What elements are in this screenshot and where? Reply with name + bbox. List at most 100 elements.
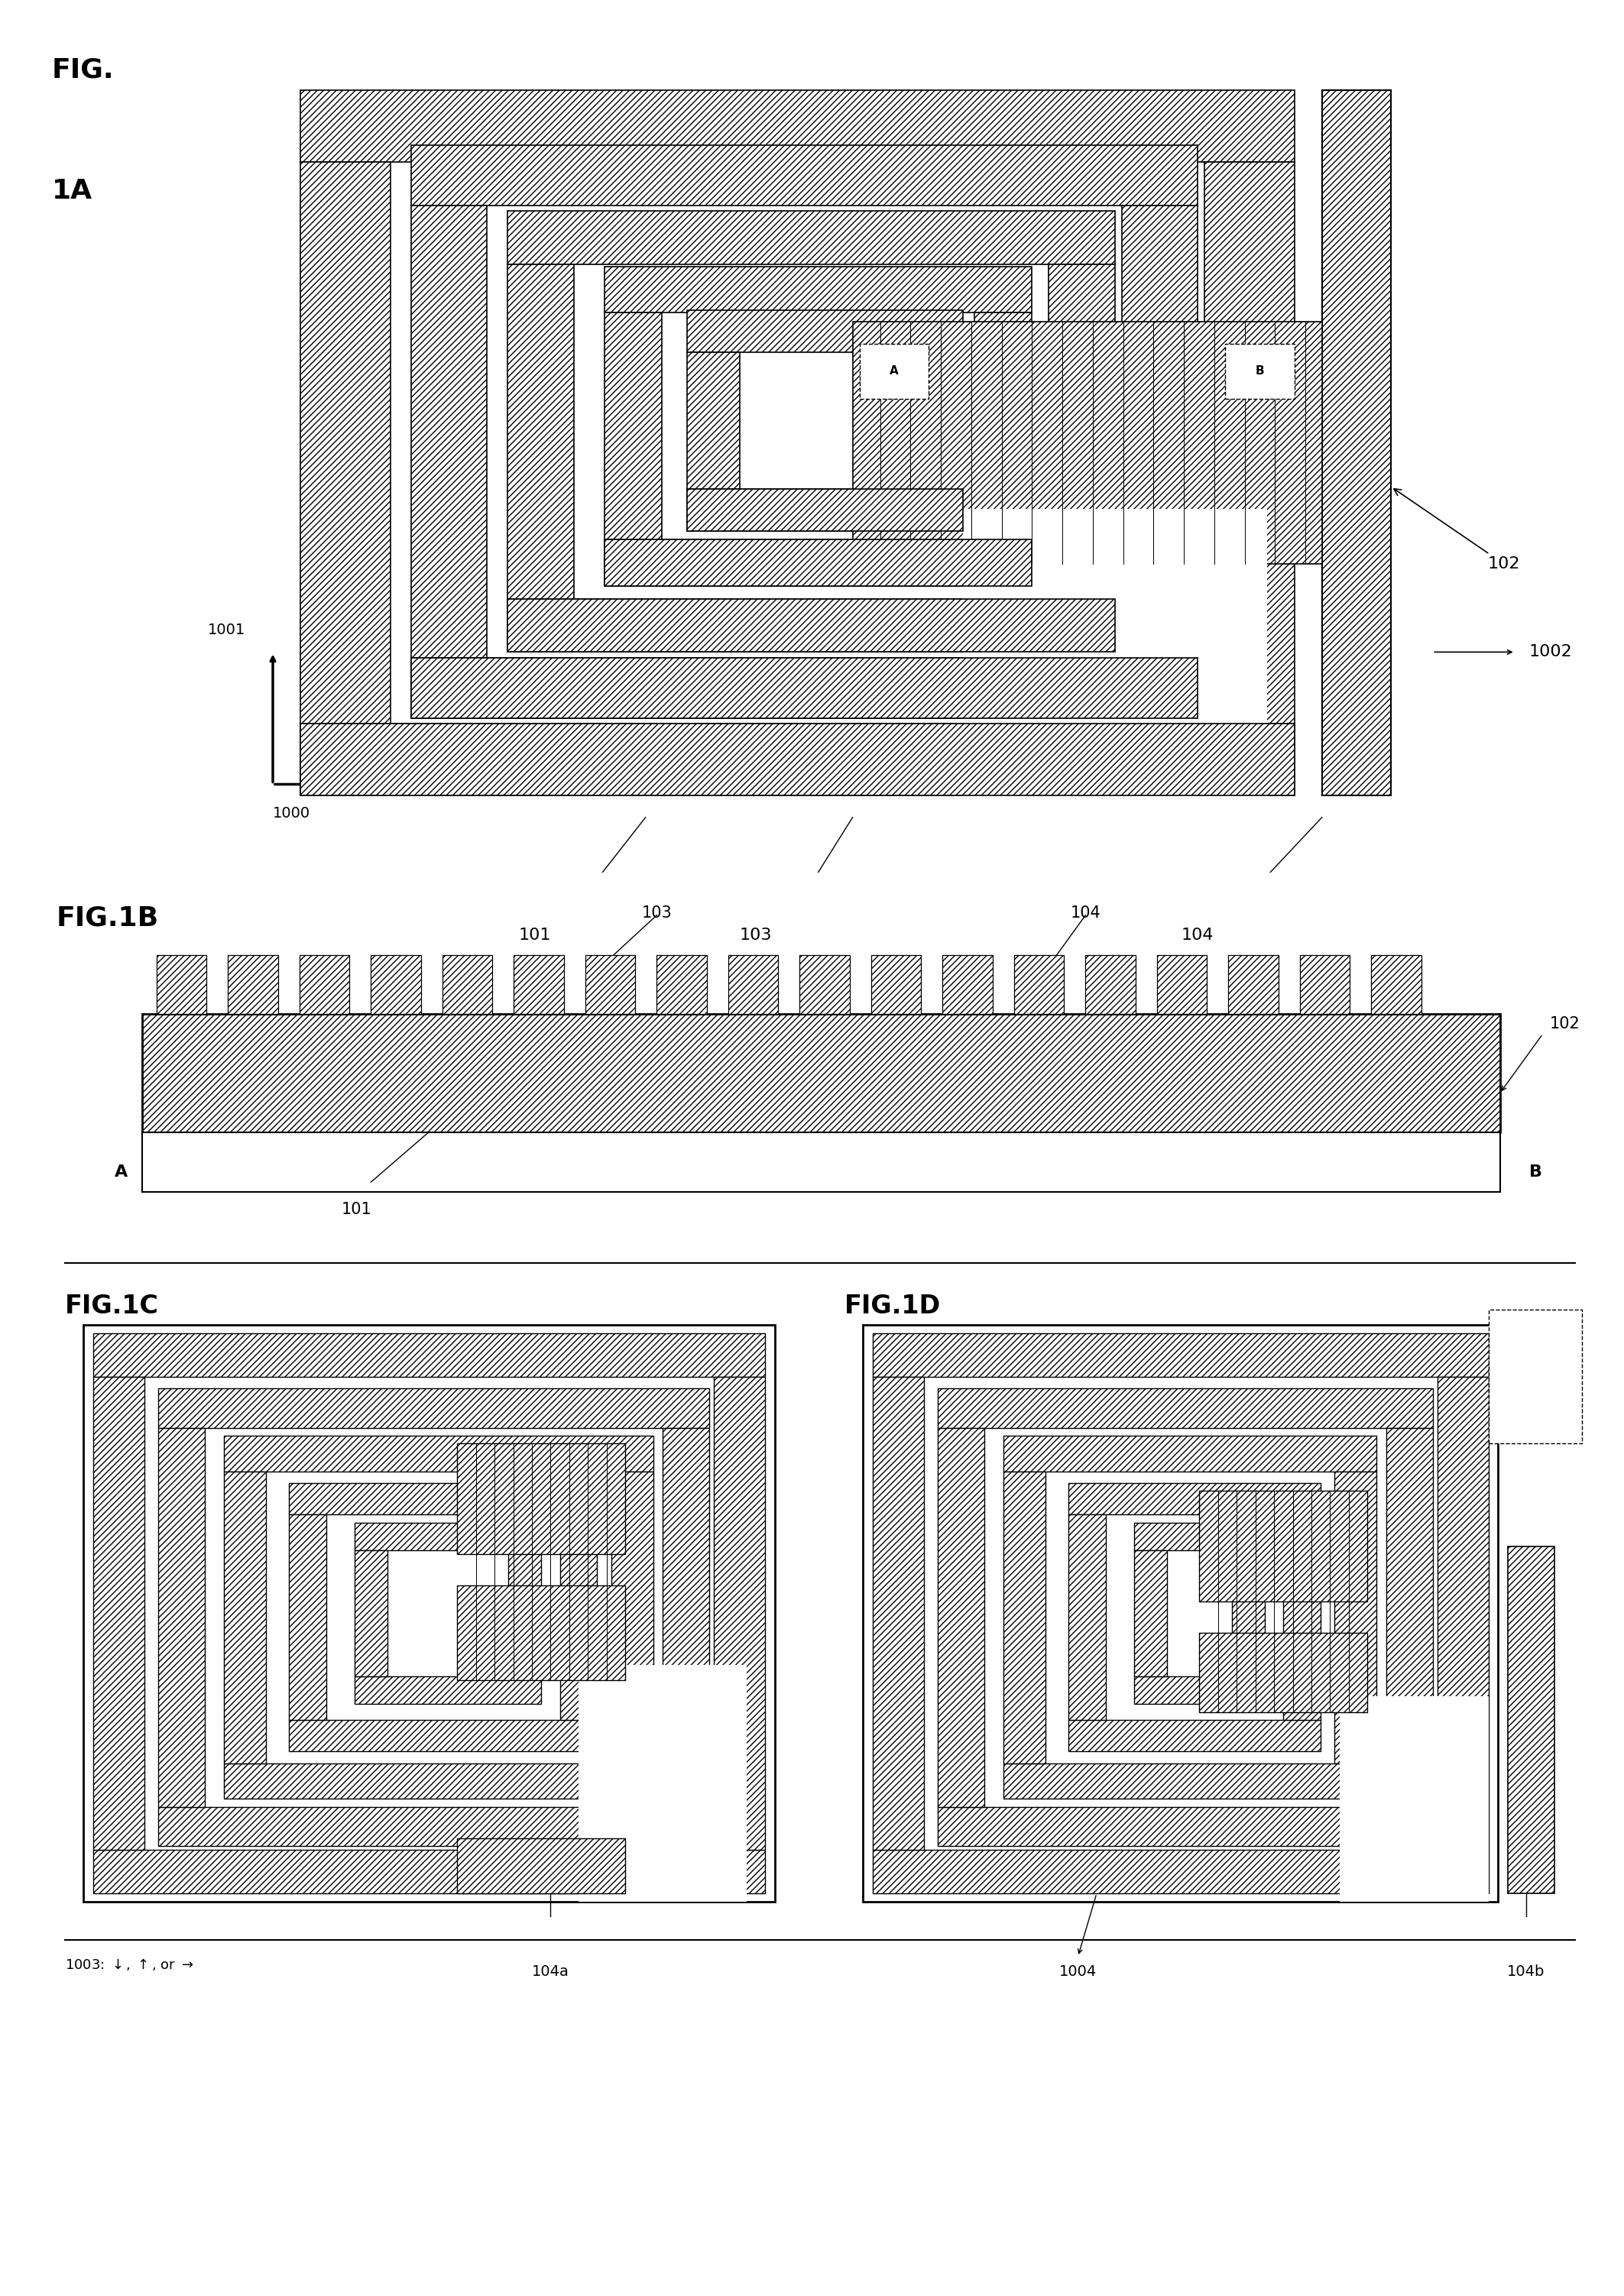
Bar xyxy=(1049,264,1114,599)
Bar xyxy=(93,1378,145,1851)
Bar xyxy=(1387,1428,1432,1807)
Bar xyxy=(156,955,206,1015)
Bar xyxy=(1205,161,1294,723)
Text: 1001: 1001 xyxy=(208,622,245,638)
Text: 101: 101 xyxy=(341,1201,372,1217)
Bar xyxy=(799,955,849,1015)
Text: FIG.1D: FIG.1D xyxy=(844,1293,940,1318)
Text: B: B xyxy=(1255,365,1263,377)
Text: FIG.1C: FIG.1C xyxy=(65,1293,159,1318)
Bar xyxy=(354,1676,541,1704)
Bar xyxy=(604,266,1033,312)
Text: FIG.1B: FIG.1B xyxy=(57,905,159,932)
Bar xyxy=(354,1522,541,1550)
Bar xyxy=(1013,955,1064,1015)
Bar xyxy=(299,955,349,1015)
Bar xyxy=(872,1378,924,1851)
Bar xyxy=(604,540,1033,585)
Text: 1002: 1002 xyxy=(1530,645,1572,659)
Text: 101: 101 xyxy=(520,928,552,944)
Bar xyxy=(1371,955,1421,1015)
Text: 1000: 1000 xyxy=(273,806,310,822)
Bar xyxy=(1283,1515,1320,1720)
Bar xyxy=(1340,1697,1489,1901)
Bar xyxy=(300,90,1294,161)
Text: 104a: 104a xyxy=(533,1965,570,1979)
Text: 102: 102 xyxy=(1393,489,1520,572)
Bar xyxy=(508,1550,541,1676)
Bar xyxy=(1507,1545,1554,1894)
Bar xyxy=(715,1378,765,1851)
Bar xyxy=(687,489,963,530)
Bar xyxy=(224,1435,653,1472)
Bar xyxy=(442,955,492,1015)
Bar xyxy=(687,489,963,530)
Bar xyxy=(1004,1435,1377,1472)
Text: 1004: 1004 xyxy=(1059,1965,1096,1979)
Text: B: B xyxy=(1530,1164,1543,1180)
Bar xyxy=(1069,1483,1320,1515)
Bar xyxy=(411,657,1199,719)
Bar xyxy=(656,955,706,1015)
Bar xyxy=(939,1428,984,1807)
Bar xyxy=(1156,955,1207,1015)
Bar xyxy=(1489,1309,1582,1444)
Bar xyxy=(1004,1763,1377,1798)
Bar xyxy=(289,1720,598,1752)
Bar xyxy=(585,955,635,1015)
Bar xyxy=(354,1550,387,1676)
Bar xyxy=(300,723,1294,794)
Bar xyxy=(604,312,663,540)
Bar xyxy=(1335,1472,1377,1763)
Text: 103: 103 xyxy=(641,905,672,921)
Bar xyxy=(942,955,992,1015)
Bar xyxy=(1134,1522,1265,1550)
Bar xyxy=(513,955,564,1015)
Bar xyxy=(687,351,739,489)
Bar xyxy=(1199,1490,1367,1600)
Text: 104: 104 xyxy=(1182,928,1215,944)
Text: 104: 104 xyxy=(1070,905,1101,921)
Bar xyxy=(458,1839,625,1894)
Bar xyxy=(411,657,1199,719)
Bar xyxy=(1233,1550,1265,1676)
Bar xyxy=(872,1851,1489,1894)
Bar xyxy=(227,955,278,1015)
Bar xyxy=(411,207,487,657)
Bar xyxy=(159,1428,205,1807)
Bar xyxy=(1069,1720,1320,1752)
Bar xyxy=(143,1015,1501,1132)
Bar xyxy=(1437,1378,1489,1851)
Text: 103: 103 xyxy=(741,928,773,944)
Bar xyxy=(411,145,1199,207)
Bar xyxy=(864,1325,1497,1901)
Bar xyxy=(1322,90,1390,794)
Text: FIG.: FIG. xyxy=(52,57,114,83)
Bar xyxy=(143,1132,1501,1192)
Text: 102: 102 xyxy=(1549,1017,1580,1031)
Bar xyxy=(872,1334,1489,1378)
Bar xyxy=(93,1851,765,1894)
Bar xyxy=(300,161,390,723)
Bar xyxy=(853,321,1322,565)
Bar xyxy=(974,312,1033,540)
Bar xyxy=(611,1472,653,1763)
Bar xyxy=(159,1389,710,1428)
Text: A: A xyxy=(114,1164,127,1180)
Bar xyxy=(859,344,929,400)
Text: A: A xyxy=(890,365,898,377)
Bar xyxy=(663,1428,710,1807)
Bar xyxy=(1085,955,1135,1015)
Bar xyxy=(560,1515,598,1720)
Bar xyxy=(507,264,573,599)
Bar xyxy=(93,1334,765,1378)
Bar xyxy=(224,1763,653,1798)
Bar xyxy=(1004,1472,1046,1763)
Bar xyxy=(728,955,778,1015)
Bar xyxy=(224,1472,266,1763)
Bar xyxy=(911,351,963,489)
Bar xyxy=(1228,955,1278,1015)
Bar xyxy=(289,1515,326,1720)
Text: 1A: 1A xyxy=(52,179,93,204)
Bar xyxy=(578,1665,747,1901)
